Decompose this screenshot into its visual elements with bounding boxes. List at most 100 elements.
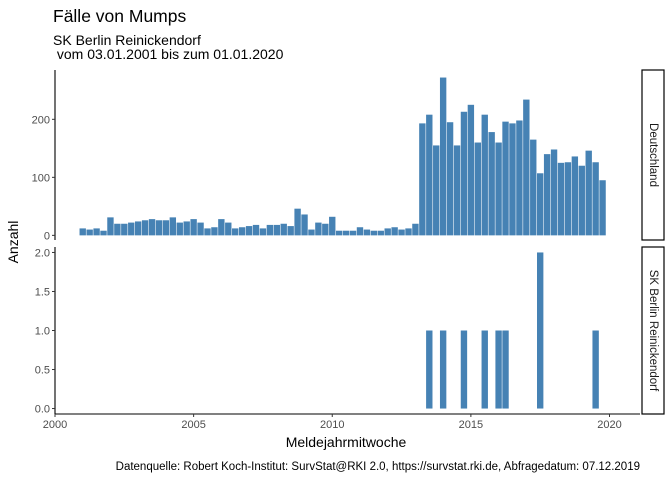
- bar-panel1: [183, 221, 190, 236]
- bar-panel1: [79, 228, 86, 236]
- y-tick-label-panel2: 1.5: [35, 286, 50, 298]
- y-tick-label-panel1: 0: [44, 230, 50, 242]
- plot-area: 0 100 200 Deutschland 0.0 0.5 1.0 1.5 2.0 SK Berl…: [32, 69, 665, 431]
- bar-panel1: [474, 142, 481, 236]
- bar-panel1: [342, 230, 350, 236]
- bar-panel2: [439, 330, 447, 409]
- bar-panel1: [495, 142, 502, 236]
- bar-panel1: [509, 123, 516, 236]
- bar-panel1: [121, 223, 128, 236]
- bar-panel1: [502, 121, 509, 236]
- bar-panel1: [335, 230, 343, 236]
- bar-panel1: [592, 162, 599, 236]
- bar-panel1: [294, 208, 301, 236]
- bar-panel1: [162, 220, 170, 236]
- bar-panel1: [370, 230, 378, 236]
- bar-panel1: [266, 224, 274, 236]
- bar-panel1: [550, 149, 558, 236]
- bar-panel1: [377, 230, 384, 236]
- bar-panel1: [197, 222, 204, 236]
- y-axis-title: Anzahl: [5, 221, 21, 264]
- bar-panel1: [322, 223, 329, 236]
- bar-panel1: [232, 228, 239, 236]
- bar-panel1: [169, 217, 177, 236]
- y-tick-label-panel2: 1.0: [35, 326, 50, 338]
- bar-panel1: [599, 180, 606, 236]
- x-axis-title: Meldejahrmitwoche: [286, 434, 407, 450]
- bar-panel1: [114, 223, 121, 236]
- bar-panel1: [259, 228, 267, 236]
- bar-panel1: [225, 222, 232, 236]
- bar-panel1: [301, 214, 308, 236]
- bar-panel1: [439, 77, 447, 236]
- bar-panel1: [100, 230, 107, 236]
- bar-panel1: [530, 139, 537, 236]
- chart-title: Fälle von Mumps: [53, 6, 186, 26]
- bar-panel1: [86, 229, 93, 236]
- bar-panel1: [238, 227, 246, 236]
- bar-panel1: [134, 221, 142, 236]
- bar-panel1: [356, 227, 364, 236]
- bar-panel1: [211, 227, 218, 236]
- bar-panel1: [426, 114, 433, 236]
- bar-panel1: [398, 229, 405, 236]
- bar-panel1: [433, 145, 440, 236]
- bar-panel1: [273, 224, 280, 236]
- bar-panel1: [384, 228, 391, 236]
- x-tick-label: 2000: [43, 419, 67, 431]
- bar-panel1: [571, 156, 579, 236]
- bar-panel2: [502, 330, 509, 409]
- bar-panel1: [176, 222, 183, 236]
- bar-panel1: [363, 229, 371, 236]
- facet-strip-panel2: [641, 246, 665, 415]
- bar-panel1: [128, 222, 135, 236]
- y-tick-label-panel2: 0.5: [35, 365, 50, 377]
- bar-panel1: [543, 154, 551, 236]
- bar-panel1: [190, 219, 197, 236]
- chart-caption: Datenquelle: Robert Koch-Institut: SurvS…: [116, 461, 640, 473]
- bar-panel1: [93, 228, 100, 236]
- bar-panel1: [453, 145, 461, 236]
- bar-panel1: [488, 132, 495, 236]
- bar-panel1: [578, 165, 585, 236]
- bar-panel2: [460, 330, 468, 409]
- facet-strip-label: Deutschland: [647, 123, 659, 187]
- bar-panel1: [481, 114, 488, 236]
- bar-panel1: [107, 217, 114, 236]
- y-tick-label-panel1: 100: [32, 172, 50, 184]
- facet-strip-label: SK Berlin Reinickendorf: [647, 270, 659, 392]
- bar-panel1: [516, 120, 523, 236]
- y-tick-label-panel1: 200: [32, 114, 50, 126]
- bar-panel1: [349, 230, 357, 236]
- x-tick-label: 2005: [181, 419, 205, 431]
- bar-panel1: [315, 222, 322, 236]
- bar-panel2: [495, 330, 502, 409]
- bar-panel1: [523, 99, 530, 236]
- bar-panel1: [557, 162, 565, 236]
- y-tick-label-panel2: 2.0: [35, 247, 50, 259]
- bar-panel2: [426, 330, 433, 409]
- bar-panel1: [287, 226, 294, 236]
- bar-panel1: [148, 219, 156, 236]
- bar-panel2: [537, 252, 544, 409]
- bar-panel1: [329, 216, 336, 236]
- bar-panel1: [280, 223, 287, 236]
- bar-panel1: [218, 219, 225, 236]
- bar-panel1: [467, 104, 475, 236]
- bar-panel1: [155, 220, 163, 236]
- x-tick-label: 2010: [320, 419, 344, 431]
- bar-panel1: [585, 150, 592, 236]
- bar-panel1: [412, 223, 419, 236]
- x-tick-label: 2020: [597, 419, 621, 431]
- bar-panel1: [460, 111, 468, 236]
- bar-panel1: [405, 228, 412, 236]
- chart-subtitle-line-1: SK Berlin Reinickendorf: [53, 32, 201, 48]
- bar-panel1: [308, 229, 315, 236]
- bar-panel1: [141, 220, 149, 236]
- y-tick-label-panel2: 0.0: [35, 404, 50, 416]
- bar-panel1: [419, 123, 426, 236]
- bar-panel1: [245, 226, 253, 236]
- chart-subtitle-line-2: vom 03.01.2001 bis zum 01.01.2020: [53, 46, 284, 62]
- bar-panel1: [446, 122, 454, 236]
